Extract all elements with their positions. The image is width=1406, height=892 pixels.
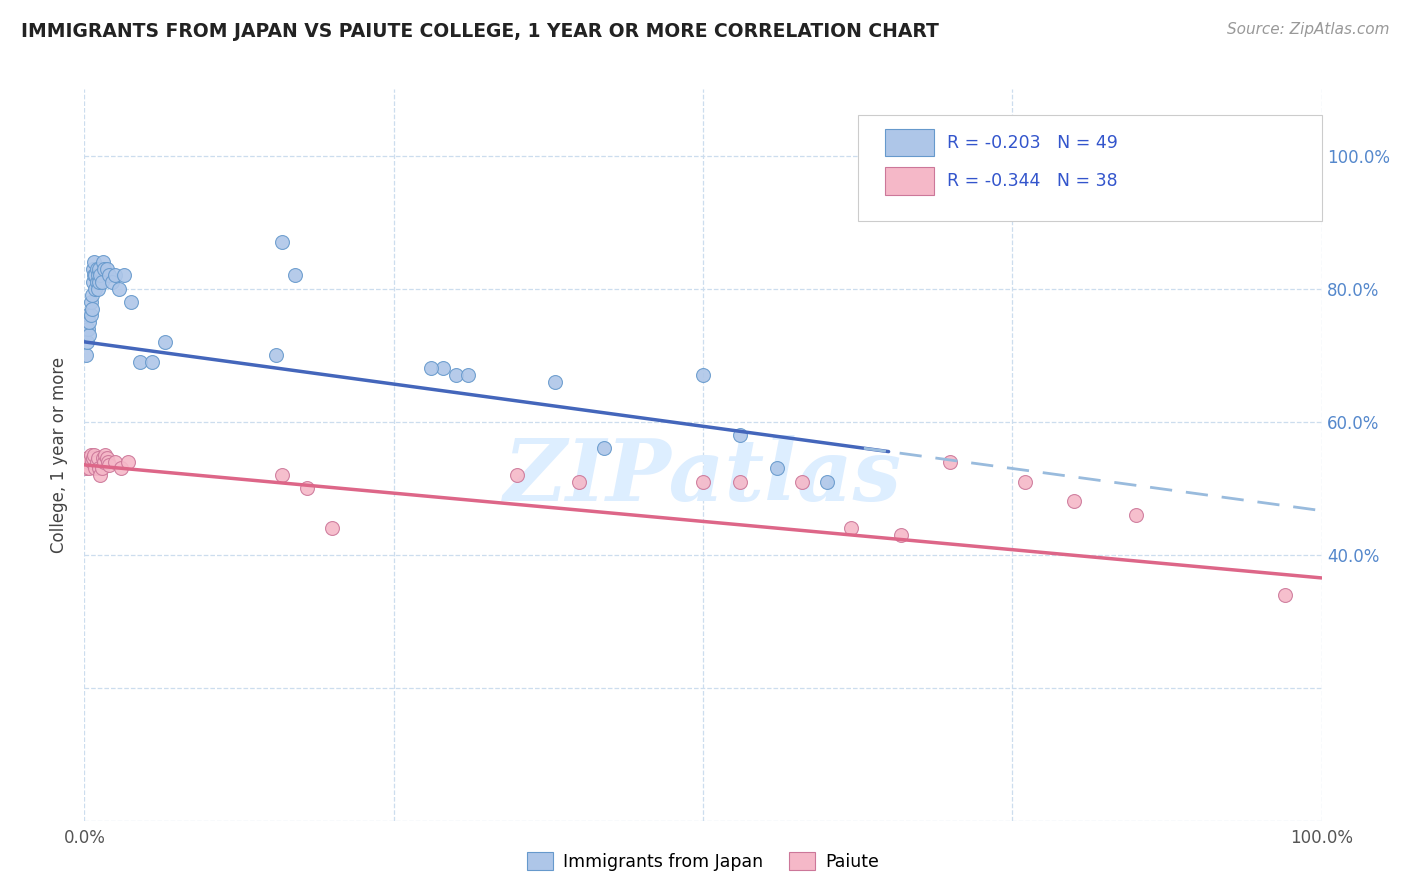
- Point: [568, 475, 591, 489]
- Point: [120, 295, 142, 310]
- Point: [153, 334, 176, 349]
- Point: [83, 268, 105, 283]
- Point: [543, 375, 565, 389]
- Point: [76, 334, 98, 349]
- Point: [110, 461, 132, 475]
- Point: [82, 451, 104, 466]
- Point: [692, 368, 714, 383]
- Point: [728, 475, 751, 489]
- Point: [1274, 588, 1296, 602]
- FancyBboxPatch shape: [858, 115, 1322, 221]
- Point: [432, 361, 454, 376]
- Point: [271, 235, 294, 249]
- Point: [766, 461, 789, 475]
- Point: [84, 268, 107, 283]
- Point: [815, 475, 838, 489]
- Point: [89, 461, 111, 475]
- Point: [87, 451, 110, 466]
- Point: [75, 461, 97, 475]
- Point: [104, 268, 127, 283]
- Point: [87, 282, 110, 296]
- Point: [506, 467, 529, 482]
- Point: [89, 275, 111, 289]
- Point: [790, 475, 813, 489]
- Point: [98, 458, 121, 472]
- Point: [1063, 494, 1085, 508]
- Point: [129, 355, 152, 369]
- Point: [77, 308, 100, 322]
- Point: [79, 295, 101, 310]
- Point: [90, 275, 112, 289]
- Point: [93, 261, 115, 276]
- Point: [77, 454, 100, 468]
- Point: [82, 275, 104, 289]
- Point: [86, 275, 108, 289]
- Point: [457, 368, 479, 383]
- FancyBboxPatch shape: [884, 128, 935, 156]
- Text: ZIPatlas: ZIPatlas: [503, 435, 903, 518]
- Text: R = -0.344   N = 38: R = -0.344 N = 38: [946, 172, 1118, 190]
- Point: [89, 467, 111, 482]
- Point: [593, 442, 616, 456]
- Y-axis label: College, 1 year or more: College, 1 year or more: [51, 357, 69, 553]
- Point: [89, 261, 111, 276]
- Point: [1125, 508, 1147, 522]
- Point: [94, 448, 117, 462]
- Point: [91, 255, 114, 269]
- Point: [79, 315, 101, 329]
- Point: [112, 268, 135, 283]
- Point: [87, 268, 110, 283]
- Text: Source: ZipAtlas.com: Source: ZipAtlas.com: [1226, 22, 1389, 37]
- Point: [83, 448, 105, 462]
- Text: IMMIGRANTS FROM JAPAN VS PAIUTE COLLEGE, 1 YEAR OR MORE CORRELATION CHART: IMMIGRANTS FROM JAPAN VS PAIUTE COLLEGE,…: [21, 22, 939, 41]
- Point: [77, 321, 100, 335]
- Point: [79, 461, 101, 475]
- Point: [79, 328, 101, 343]
- Point: [79, 308, 101, 322]
- Point: [96, 451, 118, 466]
- Point: [79, 448, 101, 462]
- Point: [84, 282, 107, 296]
- Point: [91, 451, 114, 466]
- Text: R = -0.203   N = 49: R = -0.203 N = 49: [946, 134, 1118, 152]
- Point: [108, 282, 131, 296]
- Point: [97, 454, 120, 468]
- Point: [841, 521, 863, 535]
- Point: [82, 261, 104, 276]
- Point: [90, 461, 112, 475]
- Point: [117, 454, 139, 468]
- Point: [86, 454, 108, 468]
- Point: [86, 261, 108, 276]
- Point: [295, 481, 318, 495]
- Point: [96, 261, 118, 276]
- Point: [444, 368, 467, 383]
- FancyBboxPatch shape: [884, 168, 935, 195]
- Point: [98, 268, 121, 283]
- Point: [100, 275, 122, 289]
- Point: [939, 454, 962, 468]
- Point: [264, 348, 287, 362]
- Point: [93, 454, 115, 468]
- Point: [141, 355, 163, 369]
- Point: [80, 288, 103, 302]
- Point: [83, 255, 105, 269]
- Point: [75, 348, 97, 362]
- Point: [76, 451, 98, 466]
- Legend: Immigrants from Japan, Paiute: Immigrants from Japan, Paiute: [520, 845, 886, 878]
- Point: [284, 268, 307, 283]
- Point: [1014, 475, 1036, 489]
- Point: [84, 461, 107, 475]
- Point: [692, 475, 714, 489]
- Point: [104, 454, 127, 468]
- Point: [890, 527, 912, 541]
- Point: [271, 467, 294, 482]
- Point: [728, 428, 751, 442]
- Point: [80, 301, 103, 316]
- Point: [419, 361, 441, 376]
- Point: [80, 454, 103, 468]
- Point: [321, 521, 343, 535]
- Point: [89, 268, 111, 283]
